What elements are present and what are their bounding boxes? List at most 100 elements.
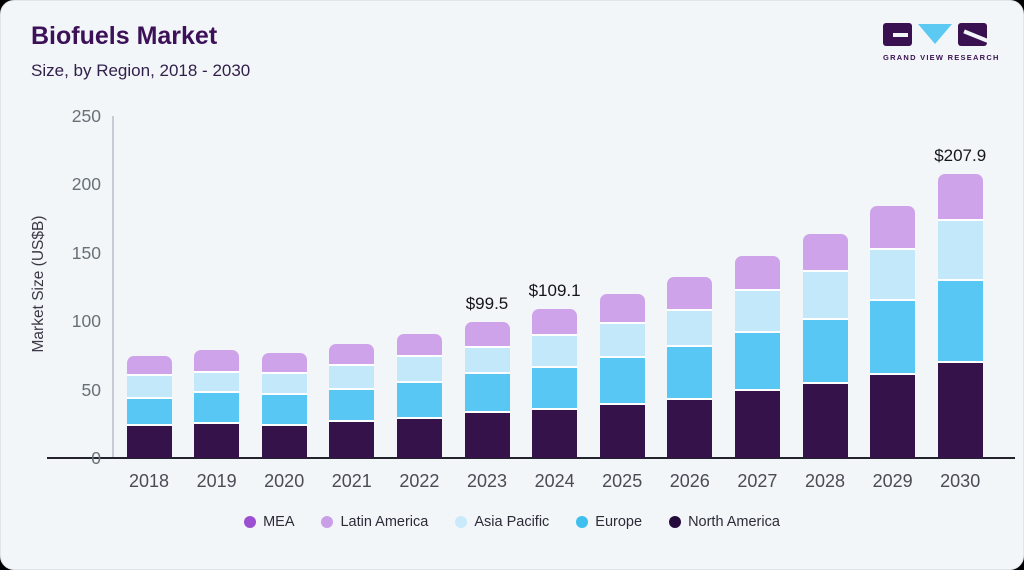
logo-brand-text: GRAND VIEW RESEARCH [883,53,1000,62]
grand-view-research-logo: GRAND VIEW RESEARCH [883,23,1000,62]
bar-segment-north-america [396,417,442,458]
bar-2029 [870,205,916,458]
x-axis-tick-label: 2018 [128,471,170,491]
x-axis-tick-label: 2029 [872,471,913,491]
bar-segment-latin-america [396,333,442,356]
bar-2021 [329,343,375,458]
bar-segment-latin-america [329,343,375,364]
bar-2026 [667,276,713,458]
page-title: Biofuels Market [31,22,218,50]
x-axis-tick-label: 2024 [534,471,575,491]
bar-segment-latin-america [194,350,240,371]
bar-2023 [464,321,510,458]
bar-segment-latin-america [261,352,307,372]
bar-segment-north-america [734,388,780,458]
bar-segment-north-america [261,423,307,458]
bar-segment-europe [126,397,172,425]
bar-2019 [194,350,240,458]
bar-segment-asia-pacific [802,270,848,318]
legend-label: Latin America [340,514,429,530]
bar-segment-north-america [802,382,848,458]
x-axis-tick-label: 2022 [399,471,440,491]
bar-segment-latin-america [599,293,645,322]
bar-segment-asia-pacific [734,289,780,332]
y-axis-tick-label: 150 [71,242,101,263]
bar-segment-latin-america [870,205,916,248]
logo-glyphs [883,23,987,48]
x-axis-tick-label: 2027 [737,471,778,491]
bar-segment-asia-pacific [126,374,172,398]
bar-segment-europe [870,299,916,373]
bar-segment-europe [261,392,307,424]
x-axis-tick-label: 2025 [602,471,643,491]
bar-segment-north-america [329,420,375,458]
legend-swatch-icon [576,516,589,528]
bar-segment-asia-pacific [194,370,240,392]
bar-segment-latin-america [126,356,172,375]
bar-value-label-2024: $109.1 [528,280,581,300]
bar-segment-asia-pacific [667,308,713,346]
bar-segment-latin-america [802,233,848,271]
bar-segment-latin-america [734,256,780,290]
legend-swatch-icon [455,516,468,528]
legend-label: North America [688,514,780,530]
bar-segment-latin-america [667,276,713,309]
legend-item-mea: MEA [244,514,294,530]
bar-2027 [734,256,780,458]
bar-segment-asia-pacific [599,321,645,356]
bar-segment-north-america [937,360,983,458]
bar-segment-latin-america [464,321,510,347]
x-axis-tick-label: 2019 [196,471,237,491]
y-axis-tick-label: 250 [71,106,101,126]
bar-value-label-2023: $99.5 [465,293,509,313]
bar-2028 [802,233,848,458]
legend-label: Europe [595,514,643,530]
logo-letter-r-icon [958,23,987,46]
bar-segment-north-america [667,397,713,458]
bar-segment-europe [329,387,375,421]
bar-segment-north-america [194,422,240,458]
chart-legend: MEA Latin America Asia Pacific Europe North … [1,514,1023,530]
bar-segment-north-america [532,408,578,458]
bar-segment-north-america [870,372,916,458]
legend-label: Asia Pacific [474,514,550,530]
y-axis-tick-label: 50 [81,379,101,400]
legend-swatch-icon [321,516,334,528]
bar-segment-europe [937,279,983,361]
x-axis-line [47,456,1015,459]
bar-segment-north-america [599,402,645,458]
bar-segment-europe [532,366,578,409]
logo-letter-g-icon [883,23,912,46]
legend-label: MEA [263,514,295,530]
bar-2018 [126,356,172,458]
x-axis-tick-label: 2021 [331,471,372,491]
bar-2022 [396,333,442,458]
bar-2020 [261,352,307,458]
legend-item-north-america: North America [669,514,780,530]
bar-value-label-2030: $207.9 [934,145,987,165]
bar-segment-asia-pacific [870,247,916,300]
bar-segment-europe [396,381,442,418]
legend-item-europe: Europe [576,514,642,530]
y-axis-line [112,116,114,458]
bar-segment-europe [667,345,713,398]
bar-2025 [599,293,645,458]
bar-2030 [937,173,983,458]
bar-segment-europe [194,391,240,423]
x-axis-tick-label: 2026 [669,471,710,491]
x-axis-tick-label: 2028 [804,471,846,491]
bar-segment-asia-pacific [396,355,442,382]
legend-swatch-icon [669,516,682,528]
bar-segment-asia-pacific [937,218,983,280]
logo-letter-v-icon [918,24,952,44]
bar-segment-latin-america [937,173,983,219]
x-axis-tick-label: 2023 [466,471,508,491]
y-axis-tick-label: 100 [71,311,101,332]
bar-segment-north-america [126,424,172,458]
y-axis-tick-label: 0 [91,448,101,468]
bar-segment-europe [599,355,645,403]
bar-2024 [532,308,578,458]
bar-segment-europe [734,331,780,389]
